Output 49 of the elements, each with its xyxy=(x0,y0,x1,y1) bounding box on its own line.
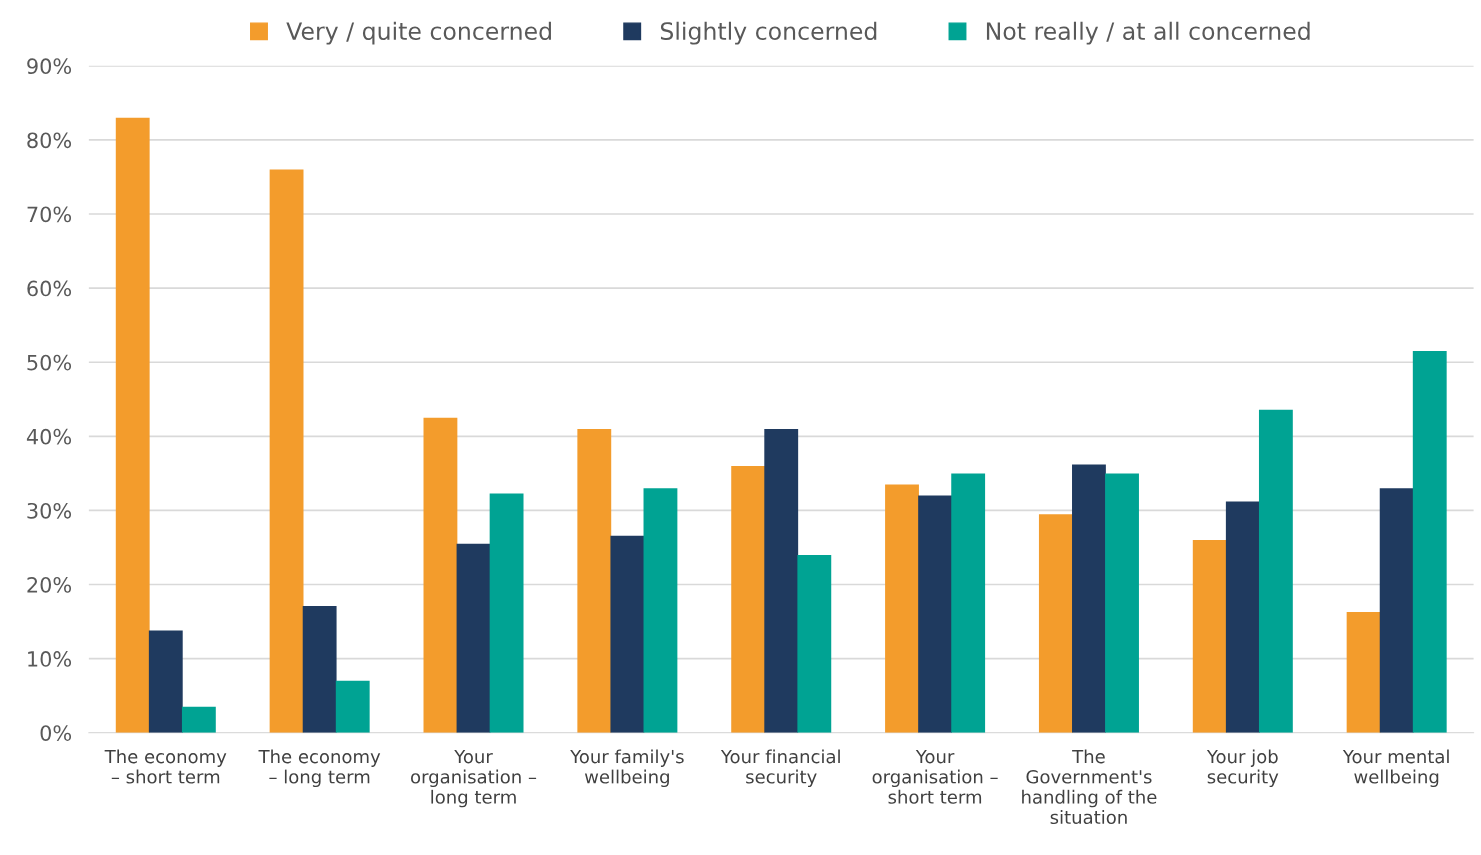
bar xyxy=(643,488,678,733)
y-tick-label: 40% xyxy=(26,428,72,445)
x-tick-label: Your mental wellbeing xyxy=(1342,749,1449,788)
y-tick-label: 60% xyxy=(27,280,72,297)
x-tick-label: Your organisation – long term xyxy=(411,749,537,808)
bar xyxy=(1105,473,1139,733)
bar xyxy=(148,630,183,733)
bar xyxy=(731,465,766,733)
bar xyxy=(335,680,370,733)
y-tick-label: 0% xyxy=(40,725,72,741)
y-tick-label: 80% xyxy=(27,132,72,149)
y-tick-label: 90% xyxy=(27,58,72,75)
bar xyxy=(1379,488,1414,733)
y-tick-label: 70% xyxy=(27,206,72,223)
legend-label: Not really / at all concerned xyxy=(986,21,1310,45)
x-tick-label: Your financial security xyxy=(720,749,840,788)
bar xyxy=(1258,409,1293,733)
legend-label: Slightly concerned xyxy=(660,21,877,45)
bar xyxy=(423,417,458,733)
y-tick-label: 30% xyxy=(27,502,72,519)
y-tick-label: 50% xyxy=(27,354,72,371)
x-tick-label: The economy – long term xyxy=(258,749,381,788)
bar xyxy=(1038,514,1073,733)
bar xyxy=(115,117,150,733)
y-tick-label: 20% xyxy=(27,576,72,593)
bar xyxy=(489,493,524,733)
bar xyxy=(1412,351,1447,733)
bar xyxy=(764,428,799,733)
bar xyxy=(1072,464,1106,733)
bar xyxy=(885,484,919,733)
y-tick-label: 10% xyxy=(28,651,72,667)
bar xyxy=(181,706,216,733)
x-tick-label: The economy – short term xyxy=(104,749,227,784)
legend-label: Very / quite concerned xyxy=(286,21,551,45)
bar xyxy=(1225,501,1260,733)
bar xyxy=(918,495,953,733)
bar xyxy=(951,473,986,733)
bar xyxy=(610,535,645,733)
bar xyxy=(302,606,337,733)
x-tick-label: Your job security xyxy=(1206,749,1279,788)
bar xyxy=(1346,611,1381,733)
bar xyxy=(456,543,491,733)
bar xyxy=(269,169,304,733)
bar xyxy=(1192,540,1227,733)
bar xyxy=(797,554,832,733)
bar xyxy=(577,428,612,733)
x-tick-label: Your family's wellbeing xyxy=(570,749,684,788)
x-tick-label: Your organisation – short term xyxy=(872,749,998,804)
x-tick-label: The Government's handling of the situation xyxy=(1022,749,1157,825)
